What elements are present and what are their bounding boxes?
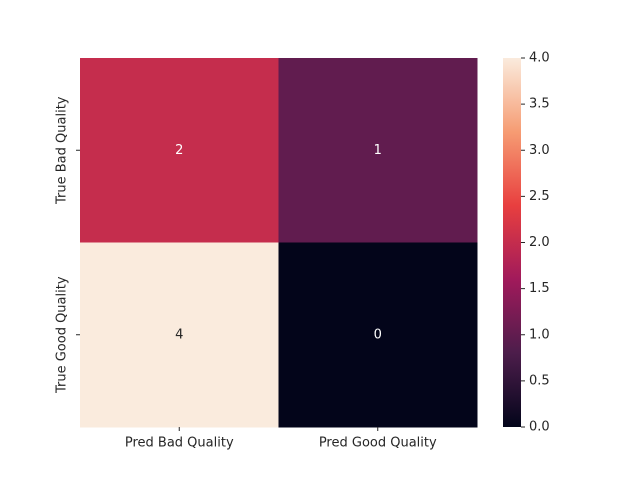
cell-value-label: 1 (374, 143, 382, 158)
cell-value-label: 2 (175, 143, 183, 158)
colorbar-tick-label: 3.5 (529, 97, 550, 112)
x-tick-label: Pred Good Quality (319, 436, 437, 451)
y-tick-label: True Good Quality (55, 276, 70, 394)
y-tick-label: True Bad Quality (55, 96, 70, 205)
colorbar-gradient (503, 58, 521, 427)
cell-value-label: 4 (175, 327, 183, 342)
heatmap-cell (80, 58, 279, 243)
colorbar-tick-label: 2.0 (529, 235, 550, 250)
heatmap-cell (80, 242, 279, 428)
colorbar-tick-label: 3.0 (529, 143, 550, 158)
cell-value-label: 0 (374, 327, 382, 342)
heatmap-cells (80, 58, 478, 428)
cell-annotations: 2 1 4 0 (175, 143, 382, 343)
colorbar: 0.0 0.5 1.0 1.5 2.0 2.5 3.0 3.5 4.0 (503, 51, 550, 435)
heatmap-cell (278, 242, 478, 428)
colorbar-tick-label: 4.0 (529, 51, 550, 66)
colorbar-tick-label: 1.5 (529, 281, 550, 296)
colorbar-tick-label: 1.0 (529, 327, 550, 342)
x-axis: Pred Bad Quality Pred Good Quality (125, 427, 437, 451)
y-axis: True Bad Quality True Good Quality (55, 96, 80, 394)
x-tick-label: Pred Bad Quality (125, 436, 234, 451)
colorbar-tick-label: 0.0 (529, 420, 550, 435)
colorbar-tick-label: 2.5 (529, 189, 550, 204)
colorbar-tick-label: 0.5 (529, 373, 550, 388)
heatmap-cell (278, 58, 478, 243)
